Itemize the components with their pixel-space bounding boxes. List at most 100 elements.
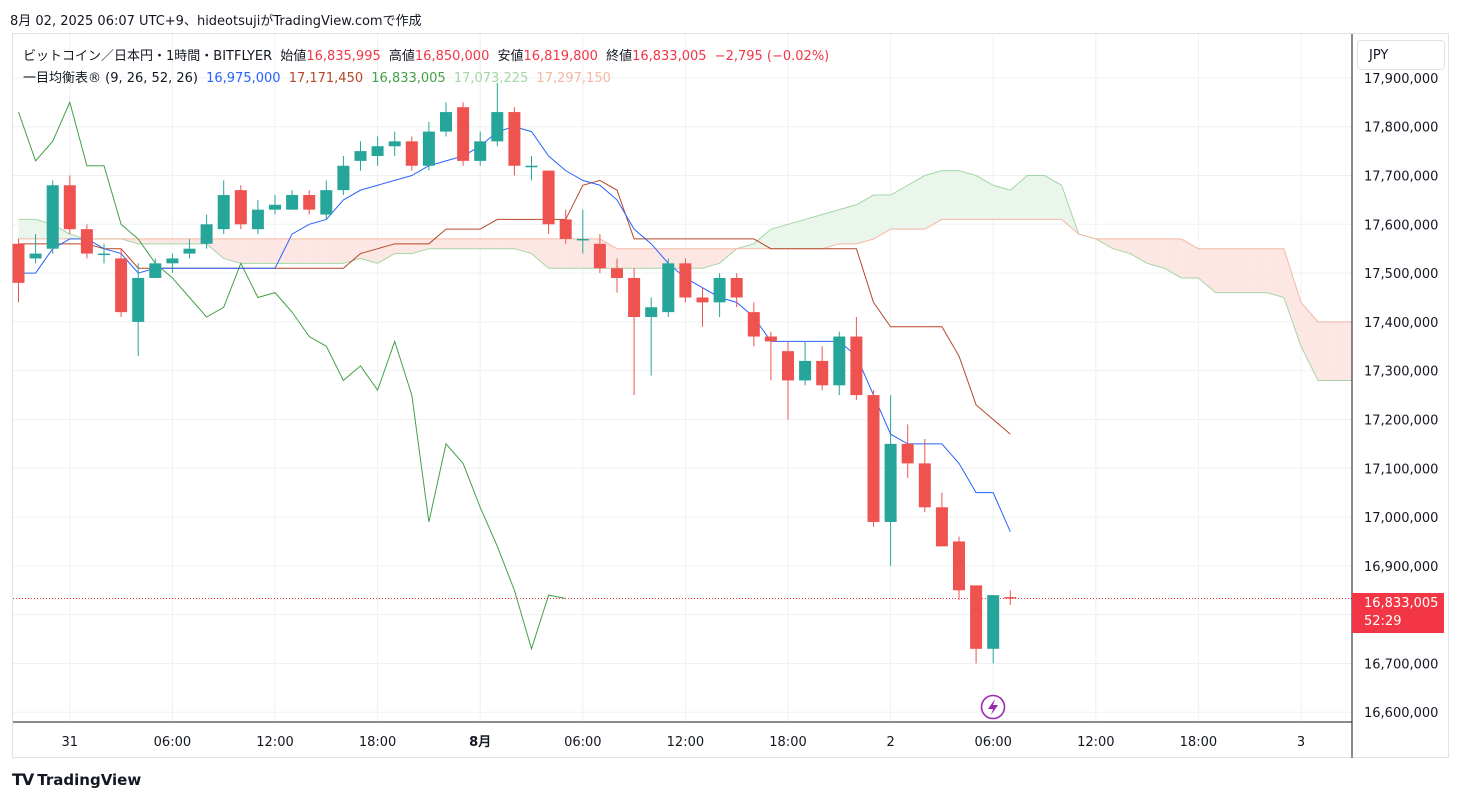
up-candle	[987, 595, 1000, 649]
cloud-segment	[788, 219, 806, 249]
axes: 17,900,000 17,800,000 17,700,000 17,600,000…	[13, 34, 1438, 758]
kijun-value: 17,171,450	[288, 71, 364, 86]
cloud-segment	[480, 238, 498, 249]
price-tick-label: 17,600,000	[1364, 218, 1438, 233]
cloud-segment	[702, 248, 720, 269]
down-candle	[918, 463, 931, 508]
cloud-segment	[805, 214, 823, 249]
indicator-name[interactable]: 一目均衡表® (9, 26, 52, 26)	[23, 71, 198, 86]
cloud-segment	[1266, 248, 1284, 298]
chikou-span-line	[18, 100, 566, 651]
time-tick-label: 2	[886, 735, 894, 750]
time-tick-label: 18:00	[769, 735, 806, 750]
down-candle	[115, 258, 128, 313]
cloud-segment	[617, 248, 635, 269]
up-candle	[440, 112, 452, 132]
cloud-segment	[959, 170, 977, 220]
cloud-segment	[1335, 321, 1353, 381]
price-tick-label: 17,400,000	[1364, 316, 1438, 331]
cloud-segment	[240, 238, 258, 264]
cloud-segment	[822, 209, 840, 249]
indicator-legend[interactable]: 一目均衡表® (9, 26, 52, 26) 16,975,000 17,171…	[23, 67, 611, 86]
last-price-value: 16,833,005	[1364, 596, 1439, 611]
price-tick-label: 16,600,000	[1364, 706, 1438, 721]
cloud-segment	[565, 238, 583, 269]
cloud-segment	[497, 238, 515, 249]
chikou-value: 16,833,005	[371, 71, 446, 86]
cloud-segment	[377, 238, 395, 264]
cloud-segment	[993, 185, 1011, 220]
up-candle	[354, 151, 367, 161]
cloud-segment	[976, 175, 994, 220]
cloud-segment	[292, 238, 310, 264]
up-candle	[251, 209, 264, 230]
cloud-segment	[1301, 302, 1319, 381]
down-candle	[935, 507, 948, 547]
currency-button[interactable]: JPY	[1357, 40, 1445, 70]
down-candle	[303, 195, 316, 210]
cloud-segment	[138, 238, 156, 244]
up-candle	[662, 263, 675, 313]
symbol-name[interactable]: ビットコイン／日本円・1時間・BITFLYER	[23, 49, 273, 64]
cloud-segment	[1232, 248, 1250, 293]
time-tick-label: 3	[1297, 735, 1305, 750]
cloud-segment	[18, 219, 36, 239]
tradingview-logo[interactable]: TV TradingView	[12, 770, 141, 789]
cloud-segment	[463, 238, 481, 249]
low-label: 安値	[497, 49, 524, 64]
price-tick-label: 16,900,000	[1364, 560, 1438, 575]
up-candle	[166, 258, 179, 264]
up-candle	[29, 253, 42, 259]
up-candle	[474, 141, 487, 161]
cloud-segment	[446, 238, 464, 249]
up-candle	[320, 190, 333, 215]
up-candle	[149, 263, 162, 278]
high-value: 16,850,000	[414, 49, 490, 64]
lightning-bolt	[988, 699, 998, 715]
grid-lines	[13, 34, 1352, 722]
cloud-segment	[531, 238, 549, 269]
high-label: 高値	[388, 49, 415, 64]
down-candle	[696, 297, 709, 303]
open-value: 16,835,995	[306, 49, 381, 64]
cloud-segment	[257, 238, 275, 264]
price-tick-label: 17,100,000	[1364, 462, 1438, 477]
price-tick-label: 17,900,000	[1364, 72, 1438, 87]
down-candle	[730, 277, 743, 298]
cloud-segment	[770, 224, 788, 249]
down-candle	[747, 312, 760, 337]
down-candle	[970, 585, 983, 649]
indicator-lines	[13, 100, 1353, 651]
senkou-span-b-line	[18, 218, 1353, 323]
down-candle	[782, 351, 794, 381]
cloud-segment	[1198, 248, 1216, 293]
price-tick-label: 17,700,000	[1364, 170, 1438, 185]
time-tick-label: 8月	[469, 735, 491, 750]
up-candle	[132, 277, 145, 322]
cloud-segment	[1044, 175, 1062, 220]
cloud-segment	[1215, 248, 1233, 293]
cloud-segment	[172, 238, 190, 244]
candles	[12, 82, 1017, 664]
price-tick-label: 17,000,000	[1364, 511, 1438, 526]
cloud-segment	[155, 238, 173, 244]
down-candle	[953, 541, 965, 591]
chart-caption: 8月 02, 2025 06:07 UTC+9、hideotsujiがTradi…	[10, 14, 422, 29]
up-candle	[525, 165, 538, 168]
symbol-legend[interactable]: ビットコイン／日本円・1時間・BITFLYER 始値16,835,995 高値1…	[23, 45, 829, 64]
cloud-segment	[223, 238, 241, 264]
cloud-segment	[890, 185, 908, 230]
down-candle	[12, 243, 25, 283]
time-tick-label: 18:00	[1180, 735, 1217, 750]
up-candle	[645, 307, 658, 318]
cloud-segment	[1130, 238, 1148, 264]
tradingview-logo-icon: TV	[12, 770, 34, 789]
down-candle	[764, 336, 777, 342]
down-candle	[559, 219, 572, 239]
up-candle	[713, 277, 726, 303]
up-candle	[269, 204, 281, 210]
down-candle	[850, 336, 863, 396]
up-candle	[388, 141, 401, 147]
down-candle	[508, 112, 521, 166]
